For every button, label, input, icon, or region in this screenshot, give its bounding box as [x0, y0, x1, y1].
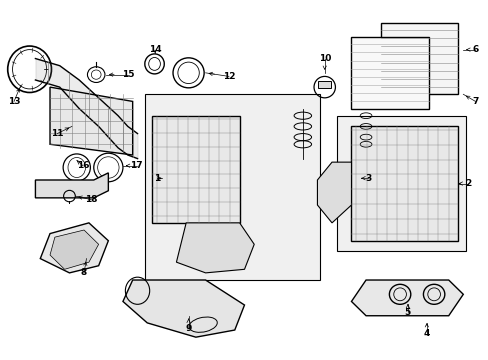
Polygon shape [176, 223, 254, 273]
Text: 16: 16 [77, 161, 89, 170]
FancyBboxPatch shape [351, 37, 428, 109]
Text: 4: 4 [423, 329, 429, 338]
Text: 2: 2 [464, 179, 470, 188]
Text: 12: 12 [222, 72, 235, 81]
Text: 18: 18 [85, 195, 98, 204]
FancyBboxPatch shape [152, 116, 239, 223]
Text: 8: 8 [81, 268, 87, 277]
Text: 15: 15 [122, 70, 134, 79]
Polygon shape [317, 162, 351, 223]
Bar [318, 81, 330, 88]
Text: 14: 14 [148, 45, 161, 54]
Text: 13: 13 [8, 97, 20, 106]
Text: 5: 5 [404, 308, 410, 317]
Polygon shape [35, 173, 108, 198]
Polygon shape [50, 87, 132, 155]
Text: 11: 11 [51, 129, 63, 138]
Text: 17: 17 [130, 161, 142, 170]
Text: 3: 3 [365, 174, 371, 183]
Text: 6: 6 [471, 45, 478, 54]
FancyBboxPatch shape [380, 23, 458, 94]
Text: 1: 1 [154, 174, 160, 183]
Polygon shape [351, 280, 462, 316]
Bar [144, 94, 319, 280]
Text: 7: 7 [471, 97, 478, 106]
Polygon shape [50, 230, 99, 269]
Bar [336, 116, 465, 251]
Text: 10: 10 [318, 54, 330, 63]
Text: 9: 9 [185, 324, 191, 333]
Polygon shape [40, 223, 108, 273]
FancyBboxPatch shape [351, 126, 458, 241]
Polygon shape [122, 280, 244, 337]
